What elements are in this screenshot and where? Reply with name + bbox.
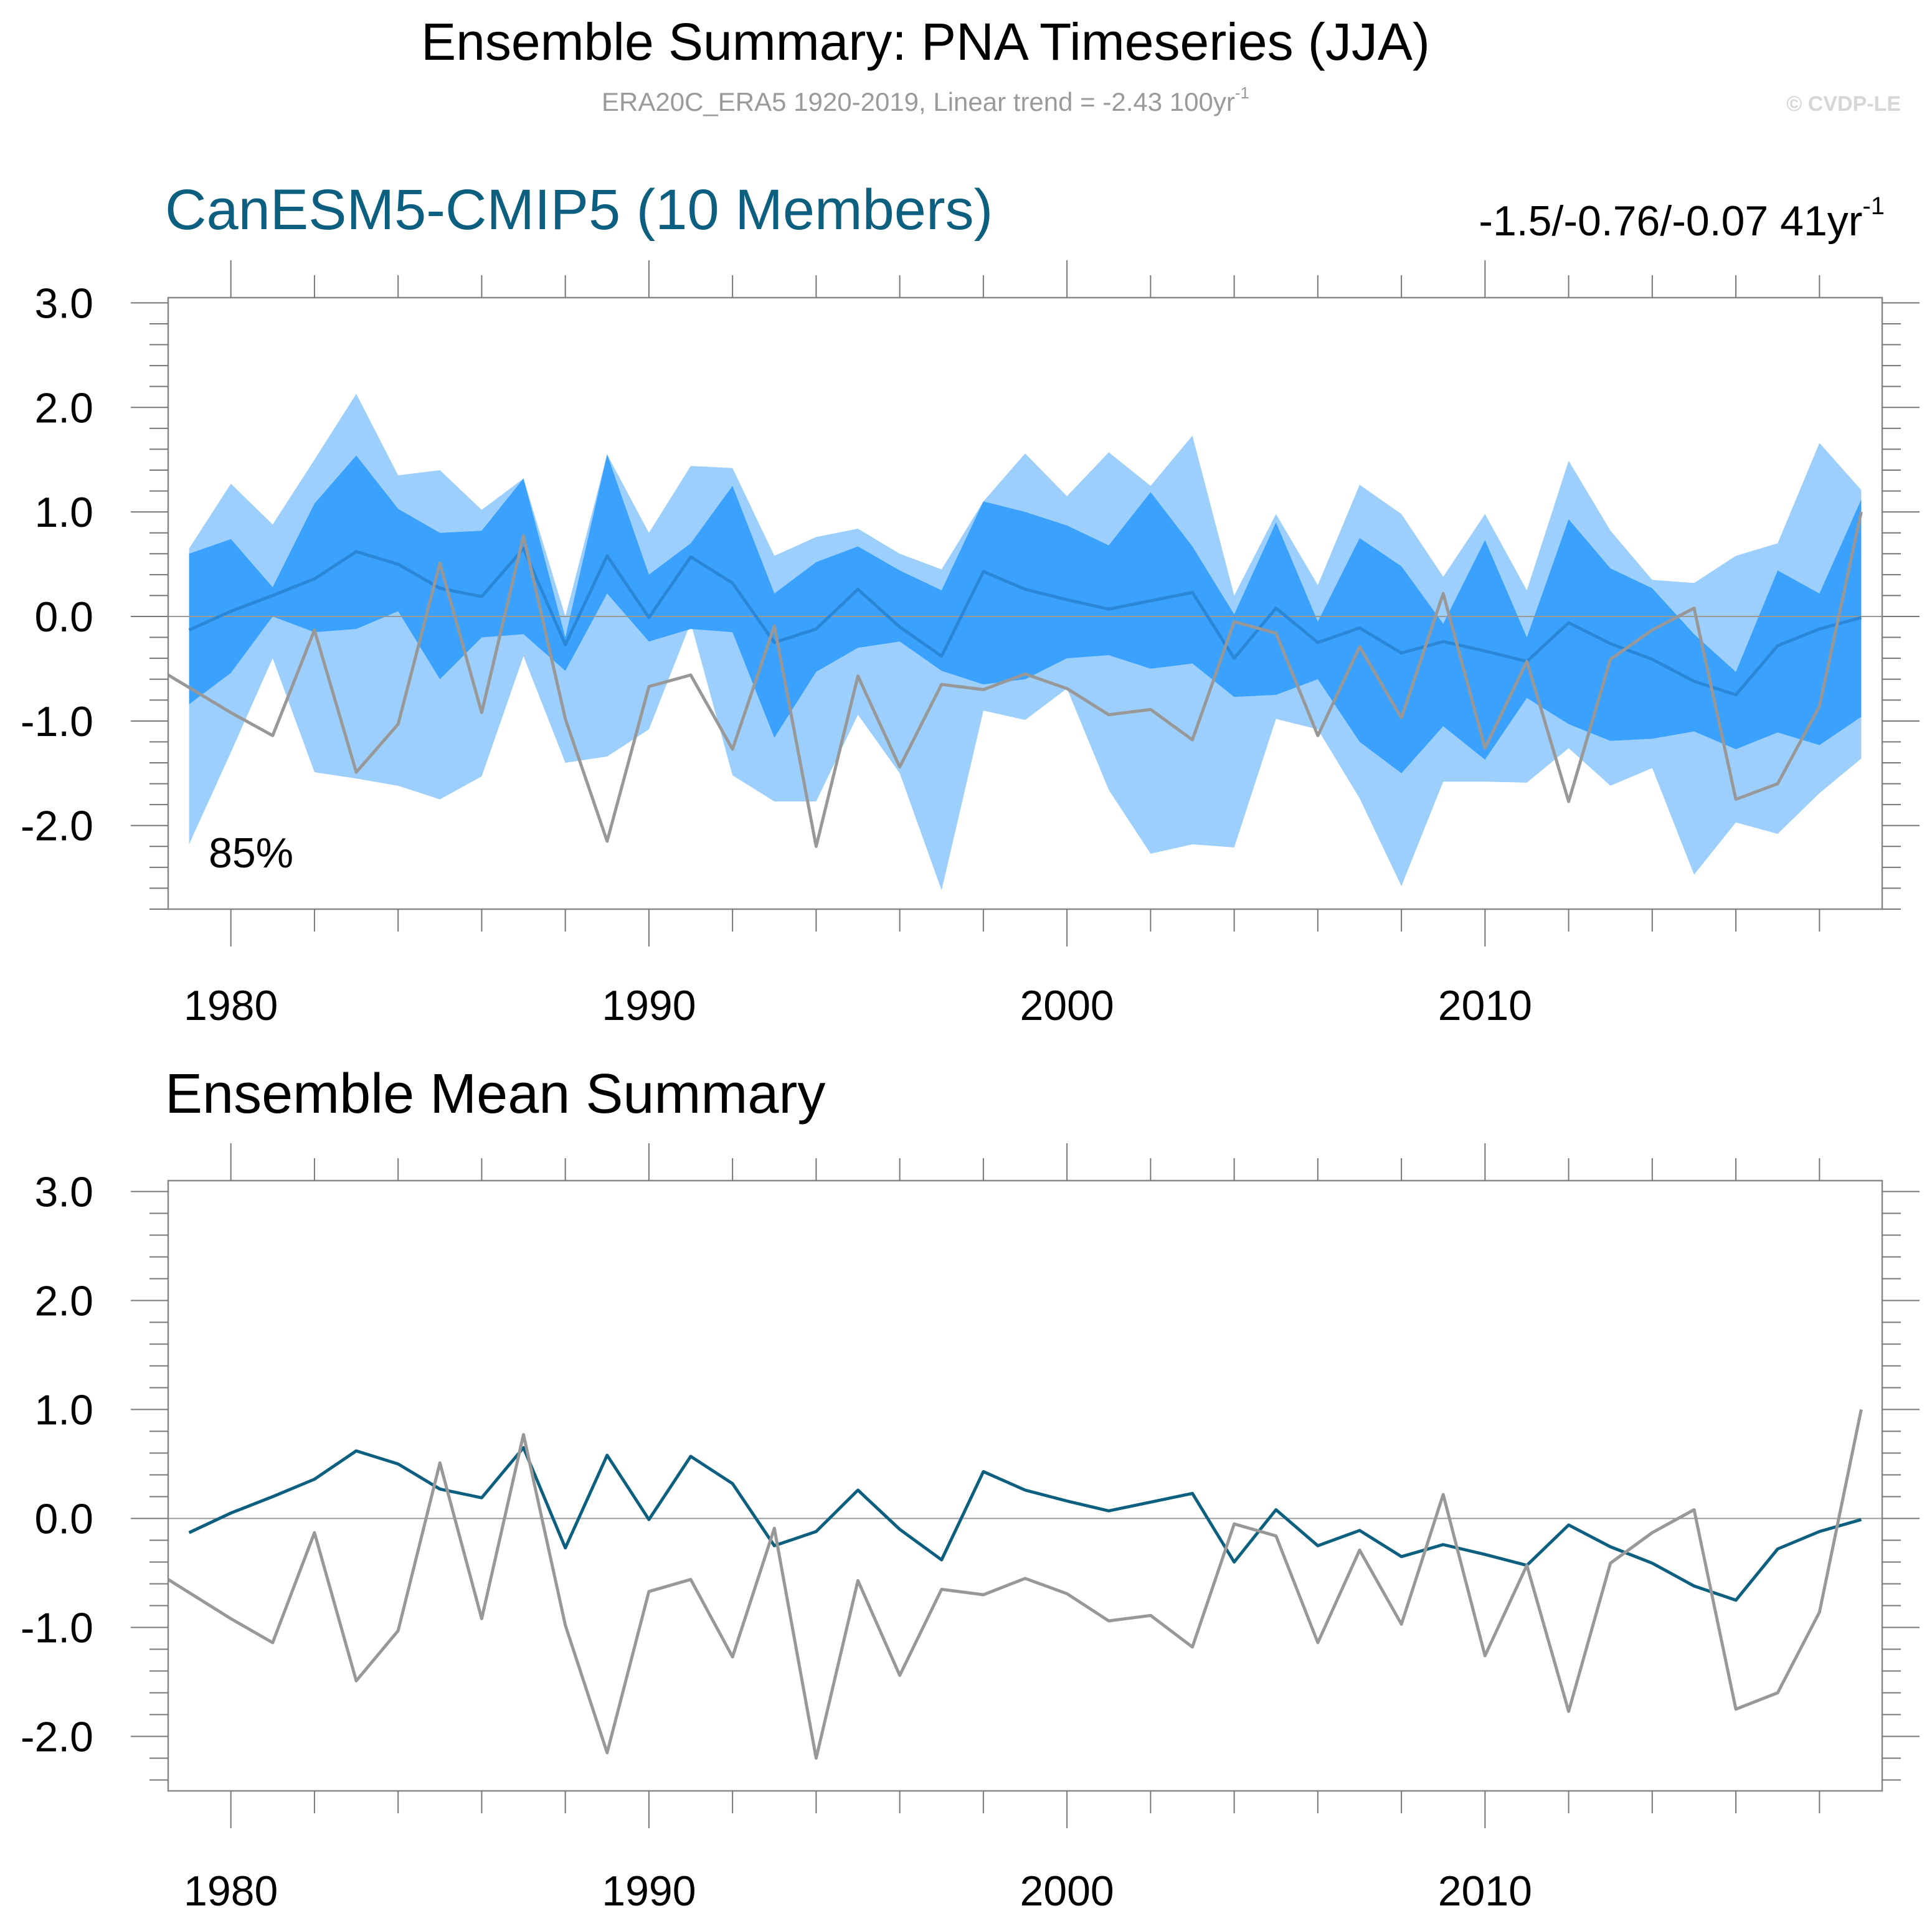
y-tick-label: 1.0 bbox=[34, 489, 93, 536]
subtitle-superscript: -1 bbox=[1235, 83, 1249, 102]
trend-range-text: -1.5/-0.76/-0.07 41yr bbox=[1479, 197, 1862, 245]
x-tick-label: 1990 bbox=[602, 1867, 696, 1915]
y-tick-label: 2.0 bbox=[34, 384, 93, 432]
ensemble-mean-line bbox=[188, 547, 1862, 697]
ensemble-mean-chart: 1980 1990 2000 2010 3.0 2.0 1.0 0.0 -1.0 -2.0 bbox=[21, 1143, 1920, 1915]
x-tick-label: 2000 bbox=[1020, 1867, 1114, 1915]
y-tick-label: -1.0 bbox=[21, 698, 93, 745]
ensemble-mean-title: Ensemble Mean Summary bbox=[165, 1063, 825, 1125]
ensemble-percentile-band bbox=[189, 454, 1862, 773]
ensemble-mean-line bbox=[188, 1446, 1862, 1602]
observations-line bbox=[168, 511, 1863, 848]
plot-frame bbox=[167, 1179, 1883, 1792]
y-tick-label: -1.0 bbox=[21, 1605, 93, 1652]
x-tick-label: 1980 bbox=[184, 982, 278, 1029]
x-tick-label: 1980 bbox=[184, 1867, 278, 1915]
y-tick-label: 3.0 bbox=[34, 280, 93, 327]
trend-range-label: -1.5/-0.76/-0.07 41yr-1 bbox=[1479, 192, 1885, 245]
x-tick-label: 2010 bbox=[1438, 1867, 1532, 1915]
model-title: CanESM5-CMIP5 (10 Members) bbox=[165, 178, 993, 242]
figure-subtitle: ERA20C_ERA5 1920-2019, Linear trend = -2… bbox=[602, 83, 1249, 116]
y-tick-label: 0.0 bbox=[34, 1496, 93, 1543]
ensemble-spread-chart: 1980 1990 2000 2010 3.0 2.0 1.0 0.0 -1.0 -2.0 bbox=[21, 260, 1920, 1029]
x-tick-label: 2000 bbox=[1020, 982, 1114, 1029]
ensemble-mean-panel: Ensemble Mean Summary 1980 1990 2000 2010 3.… bbox=[21, 1063, 1920, 1915]
y-tick-label: 1.0 bbox=[34, 1387, 93, 1434]
y-tick-label: 0.0 bbox=[34, 593, 93, 641]
y-tick-label: -2.0 bbox=[21, 803, 93, 850]
observations-line bbox=[168, 1409, 1863, 1760]
x-tick-label: 1990 bbox=[602, 982, 696, 1029]
plot-frame bbox=[167, 296, 1883, 910]
subtitle-text: ERA20C_ERA5 1920-2019, Linear trend = -2… bbox=[602, 87, 1235, 116]
ensemble-spread-panel: CanESM5-CMIP5 (10 Members) -1.5/-0.76/-0… bbox=[21, 178, 1920, 1029]
y-tick-label: 3.0 bbox=[34, 1169, 93, 1216]
plot-area bbox=[168, 1409, 1882, 1760]
trend-range-superscript: -1 bbox=[1862, 192, 1885, 220]
copyright-label: © CVDP-LE bbox=[1786, 92, 1901, 116]
figure-title: Ensemble Summary: PNA Timeseries (JJA) bbox=[421, 12, 1430, 71]
y-tick-label: -2.0 bbox=[21, 1714, 93, 1761]
percentile-label: 85% bbox=[209, 829, 293, 877]
x-tick-label: 2010 bbox=[1438, 982, 1532, 1029]
plot-area bbox=[168, 394, 1882, 890]
y-tick-label: 2.0 bbox=[34, 1278, 93, 1325]
